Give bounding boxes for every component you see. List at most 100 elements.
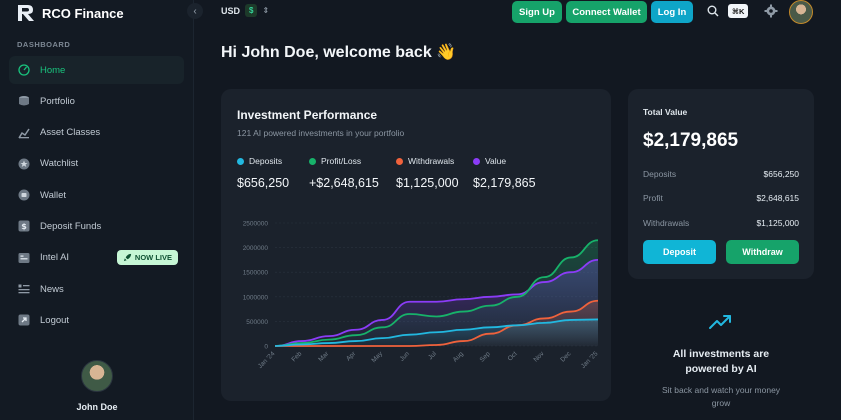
legend-withdrawals: Withdrawals bbox=[396, 156, 454, 166]
user-profile[interactable]: John Doe bbox=[0, 360, 194, 412]
home-icon bbox=[17, 63, 31, 77]
chart-icon bbox=[17, 126, 31, 140]
sidebar-nav: Home Portfolio Asset Classes Watchlist W… bbox=[9, 56, 184, 338]
page-title: Hi John Doe, welcome back 👋 bbox=[221, 44, 457, 61]
total-value-amount: $2,179,865 bbox=[643, 130, 739, 151]
ai-promo-title: All investments are powered by AI bbox=[628, 347, 814, 377]
x-tick-label: Nov bbox=[532, 350, 546, 364]
performance-subtitle: 121 AI powered investments in your portf… bbox=[237, 128, 405, 138]
sidebar-section-label: DASHBOARD bbox=[17, 40, 71, 49]
x-tick-label: Dec bbox=[559, 350, 573, 364]
legend-dot bbox=[309, 157, 316, 165]
legend-dot bbox=[396, 157, 403, 165]
y-tick-label: 1000000 bbox=[243, 294, 269, 301]
profit-loss-value: +$2,648,615 bbox=[309, 176, 379, 190]
app-name: RCO Finance bbox=[42, 5, 124, 21]
sidebar-item-deposit-funds[interactable]: $ Deposit Funds bbox=[9, 212, 184, 240]
y-tick-label: 2000000 bbox=[243, 245, 269, 252]
news-icon bbox=[17, 282, 31, 296]
trending-up-icon bbox=[709, 315, 731, 329]
portfolio-icon bbox=[17, 94, 31, 108]
x-tick-label: Apr bbox=[345, 350, 358, 363]
sort-icon: ⇕ bbox=[262, 6, 270, 15]
sidebar-item-label: Deposit Funds bbox=[40, 220, 102, 232]
x-tick-label: Sep bbox=[479, 350, 492, 363]
now-live-label: NOW LIVE bbox=[134, 253, 172, 263]
chart-areas bbox=[275, 240, 598, 346]
sidebar-item-wallet[interactable]: Wallet bbox=[9, 181, 184, 209]
sidebar-item-label: Intel AI bbox=[40, 252, 70, 264]
chevron-left-icon: ‹ bbox=[193, 5, 197, 17]
sidebar-item-label: Portfolio bbox=[40, 95, 75, 107]
sidebar-item-home[interactable]: Home bbox=[9, 56, 184, 84]
x-tick-label: Jul bbox=[427, 350, 438, 361]
gear-icon[interactable] bbox=[764, 4, 778, 18]
withdraw-button[interactable]: Withdraw bbox=[726, 240, 799, 264]
x-tick-label: Aug bbox=[452, 350, 465, 363]
legend-label: Value bbox=[485, 156, 507, 166]
ai-promo-title-line1: All investments are bbox=[672, 348, 770, 360]
series-line-profit-loss[interactable] bbox=[274, 239, 599, 347]
sign-up-button[interactable]: Sign Up bbox=[512, 1, 562, 23]
user-avatar-button[interactable] bbox=[789, 0, 813, 24]
x-tick-label: Feb bbox=[290, 350, 303, 363]
y-tick-label: 500000 bbox=[246, 319, 268, 326]
sidebar-item-portfolio[interactable]: Portfolio bbox=[9, 87, 184, 115]
logo[interactable]: RCO Finance bbox=[16, 3, 124, 23]
investment-performance-card: Investment Performance 121 AI powered in… bbox=[221, 89, 611, 401]
search-shortcut[interactable]: ⌘K bbox=[728, 4, 749, 18]
legend-dot bbox=[237, 157, 244, 165]
y-tick-label: 1500000 bbox=[243, 270, 269, 277]
wallet-icon bbox=[17, 188, 31, 202]
performance-chart[interactable]: 0 500000 1000000 1500000 2000000 2500000 Jan '… bbox=[221, 89, 611, 401]
sidebar-item-news[interactable]: News bbox=[9, 275, 184, 303]
x-tick-label: May bbox=[370, 350, 384, 364]
legend-profit-loss: Profit/Loss bbox=[309, 156, 361, 166]
star-icon bbox=[17, 157, 31, 171]
x-tick-label: Mar bbox=[317, 350, 330, 363]
avatar[interactable] bbox=[81, 360, 113, 392]
x-tick-label: Jan '24 bbox=[257, 350, 277, 370]
sidebar-item-label: Asset Classes bbox=[40, 127, 101, 139]
withdrawals-row-value: $1,125,000 bbox=[756, 218, 799, 228]
legend-value: Value bbox=[473, 156, 506, 166]
search-icon[interactable] bbox=[707, 5, 719, 17]
sidebar-item-label: Wallet bbox=[40, 189, 67, 201]
series-line-withdrawals[interactable] bbox=[274, 299, 599, 347]
withdrawals-value: $1,125,000 bbox=[396, 176, 459, 190]
legend-dot bbox=[473, 157, 480, 165]
logo-icon bbox=[18, 5, 34, 21]
legend-deposits: Deposits bbox=[237, 156, 282, 166]
total-value-label: Total Value bbox=[643, 107, 688, 117]
log-in-button[interactable]: Log In bbox=[651, 1, 693, 23]
now-live-badge: NOW LIVE bbox=[116, 250, 178, 266]
ai-promo-sub-line2: grow bbox=[711, 398, 731, 408]
y-tick-label: 0 bbox=[264, 344, 268, 351]
currency-selector[interactable]: USD $ ⇕ bbox=[221, 4, 269, 17]
top-bar: USD $ ⇕ Sign Up Connect Wallet Log In ⌘K bbox=[195, 0, 841, 24]
sidebar-item-watchlist[interactable]: Watchlist bbox=[9, 150, 184, 178]
currency-symbol: $ bbox=[245, 4, 258, 17]
sidebar-item-intel-ai[interactable]: Intel AI NOW LIVE bbox=[9, 244, 184, 272]
x-tick-label: Oct bbox=[507, 350, 519, 362]
sidebar-item-label: Logout bbox=[40, 314, 70, 326]
series-line-value[interactable] bbox=[274, 259, 599, 347]
total-value-card: Total Value $2,179,865 Deposits $656,250… bbox=[628, 89, 814, 279]
sidebar-item-asset-classes[interactable]: Asset Classes bbox=[9, 119, 184, 147]
currency-code: USD bbox=[221, 5, 241, 16]
sidebar-item-logout[interactable]: Logout bbox=[9, 306, 184, 334]
collapse-sidebar-button[interactable]: ‹ bbox=[187, 3, 203, 19]
chart-lines bbox=[274, 239, 599, 347]
legend-label: Withdrawals bbox=[408, 156, 455, 166]
series-line-deposits[interactable] bbox=[274, 318, 599, 347]
user-name: John Doe bbox=[76, 402, 118, 412]
ai-promo-subtitle: Sit back and watch your money grow bbox=[628, 384, 814, 410]
profit-row-label: Profit bbox=[643, 193, 663, 203]
deposit-button[interactable]: Deposit bbox=[643, 240, 716, 264]
connect-wallet-button[interactable]: Connect Wallet bbox=[566, 1, 647, 23]
legend-label: Profit/Loss bbox=[321, 156, 362, 166]
sidebar: RCO Finance DASHBOARD Home Portfolio Ass… bbox=[0, 0, 194, 420]
deposits-value: $656,250 bbox=[237, 176, 290, 190]
sidebar-item-label: Home bbox=[40, 64, 66, 76]
logout-icon bbox=[17, 313, 31, 327]
